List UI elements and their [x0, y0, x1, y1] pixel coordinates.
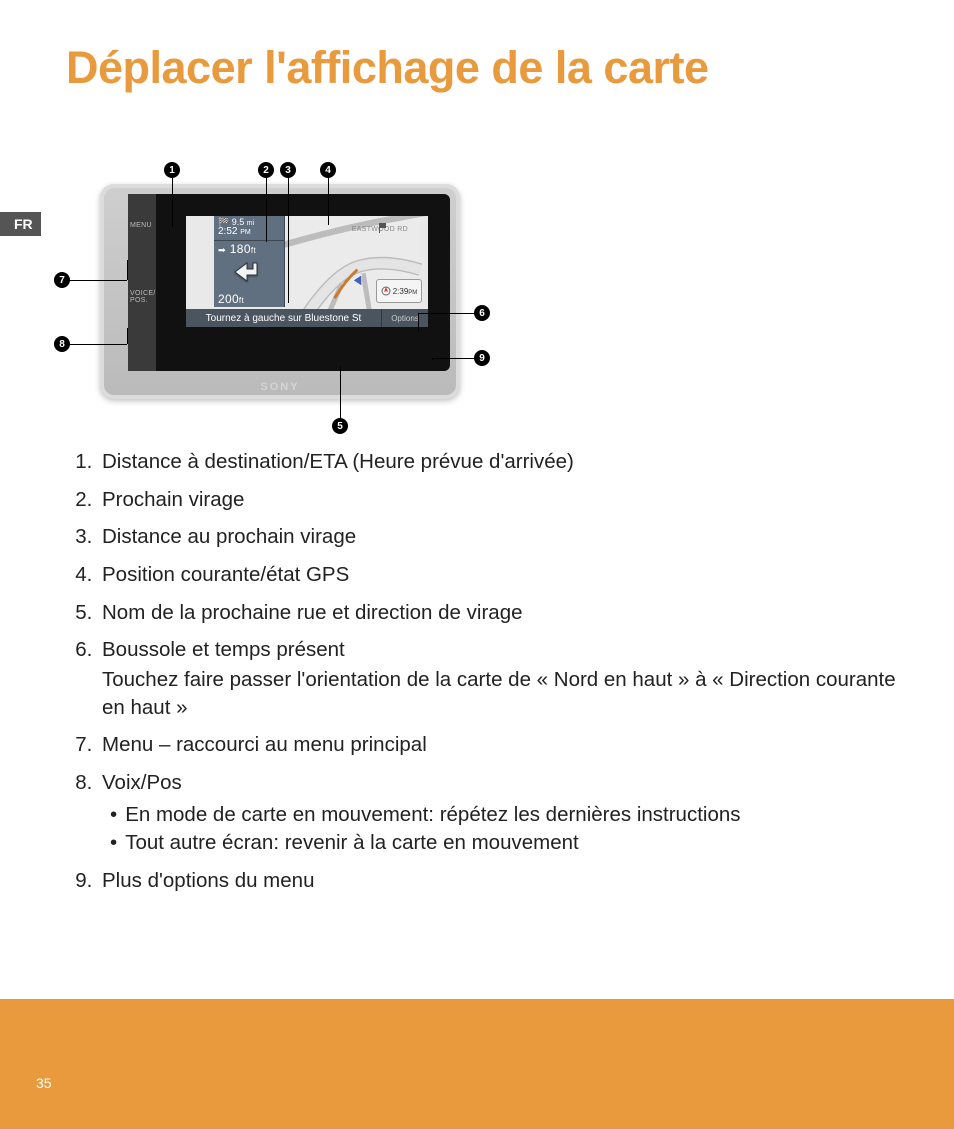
legend-item: Distance à destination/ETA (Heure prévue… — [98, 448, 914, 476]
language-tab: FR — [0, 212, 41, 236]
brand-logo: SONY — [100, 381, 460, 393]
destination-flag-icon — [378, 220, 388, 230]
leader-line — [172, 170, 173, 226]
legend-bullet: En mode de carte en mouvement: répétez l… — [102, 801, 914, 829]
leader-line — [127, 260, 128, 280]
leader-line — [418, 313, 419, 332]
legend-item-text: Menu – raccourci au menu principal — [102, 733, 427, 756]
device-diagram: MENU VOICE/ POS. — [100, 184, 460, 424]
street-instruction-text: Tournez à gauche sur Bluestone St — [186, 313, 381, 324]
legend-item: Position courante/état GPS — [98, 561, 914, 589]
page-number: 35 — [36, 1075, 52, 1091]
leader-line — [62, 280, 127, 281]
callout-badge-3: 3 — [280, 162, 296, 178]
legend-item-text: Distance à destination/ETA (Heure prévue… — [102, 450, 574, 473]
legend-bullet: Tout autre écran: revenir à la carte en … — [102, 829, 914, 857]
legend-item: Nom de la prochaine rue et direction de … — [98, 599, 914, 627]
leader-line — [328, 170, 329, 225]
leader-line — [432, 358, 433, 360]
side-button-strip: MENU VOICE/ POS. — [128, 194, 156, 371]
leader-line — [288, 170, 289, 303]
device-screen: EASTWOOD RD 🏁 9.5 mi 2:52 PM ➡ 180ft — [186, 216, 428, 327]
legend-item-text: Distance au prochain virage — [102, 525, 356, 548]
next-turn-box[interactable]: ➡ 180ft — [214, 241, 284, 257]
legend-item-subtext: Touchez faire passer l'orientation de la… — [102, 666, 914, 721]
page-footer: 35 — [0, 999, 954, 1129]
leader-line — [340, 366, 341, 426]
compass-icon — [381, 286, 391, 296]
leader-line — [172, 226, 173, 227]
leader-line — [127, 328, 128, 344]
compass-time-box[interactable]: 2:39PM — [376, 279, 422, 303]
leader-line — [418, 313, 482, 314]
menu-hw-button[interactable]: MENU — [130, 222, 152, 229]
legend-item: Voix/Pos En mode de carte en mouvement: r… — [98, 769, 914, 857]
street-instruction-bar: Tournez à gauche sur Bluestone St Option… — [186, 309, 428, 327]
upcoming-turn-box[interactable]: 200ft — [214, 291, 284, 307]
gps-device-frame: MENU VOICE/ POS. — [100, 184, 460, 399]
callout-badge-1: 1 — [164, 162, 180, 178]
legend-item-text: Nom de la prochaine rue et direction de … — [102, 601, 523, 624]
legend-item-text: Boussole et temps présent — [102, 638, 345, 661]
callout-badge-4: 4 — [320, 162, 336, 178]
legend-item-text: Voix/Pos — [102, 771, 182, 794]
manual-page: Déplacer l'affichage de la carte FR MENU… — [0, 0, 954, 1129]
page-title: Déplacer l'affichage de la carte — [0, 0, 954, 94]
callout-badge-2: 2 — [258, 162, 274, 178]
voice-pos-hw-button[interactable]: VOICE/ POS. — [130, 290, 156, 304]
legend-item-text: Prochain virage — [102, 488, 244, 511]
leader-line — [266, 170, 267, 242]
distance-eta-box[interactable]: 🏁 9.5 mi 2:52 PM — [214, 216, 284, 241]
nav-info-panel: 🏁 9.5 mi 2:52 PM ➡ 180ft 200ft — [214, 216, 285, 307]
legend-item: Menu – raccourci au menu principal — [98, 731, 914, 759]
callout-badge-5: 5 — [332, 418, 348, 434]
callout-badge-8: 8 — [54, 336, 70, 352]
device-bezel: MENU VOICE/ POS. — [128, 194, 450, 371]
callout-badge-7: 7 — [54, 272, 70, 288]
legend-item-text: Plus d'options du menu — [102, 869, 314, 892]
legend-item: Prochain virage — [98, 486, 914, 514]
eta-time: 2:52 — [218, 226, 237, 237]
legend-item: Distance au prochain virage — [98, 523, 914, 551]
callout-badge-6: 6 — [474, 305, 490, 321]
turn-arrow-icon — [214, 257, 284, 291]
legend-item-bullets: En mode de carte en mouvement: répétez l… — [102, 801, 914, 857]
legend-item: Boussole et temps présent Touchez faire p… — [98, 636, 914, 721]
legend-list: Distance à destination/ETA (Heure prévue… — [66, 448, 914, 905]
legend-item-text: Position courante/état GPS — [102, 563, 349, 586]
legend-item: Plus d'options du menu — [98, 867, 914, 895]
callout-badge-9: 9 — [474, 350, 490, 366]
leader-line — [62, 344, 127, 345]
